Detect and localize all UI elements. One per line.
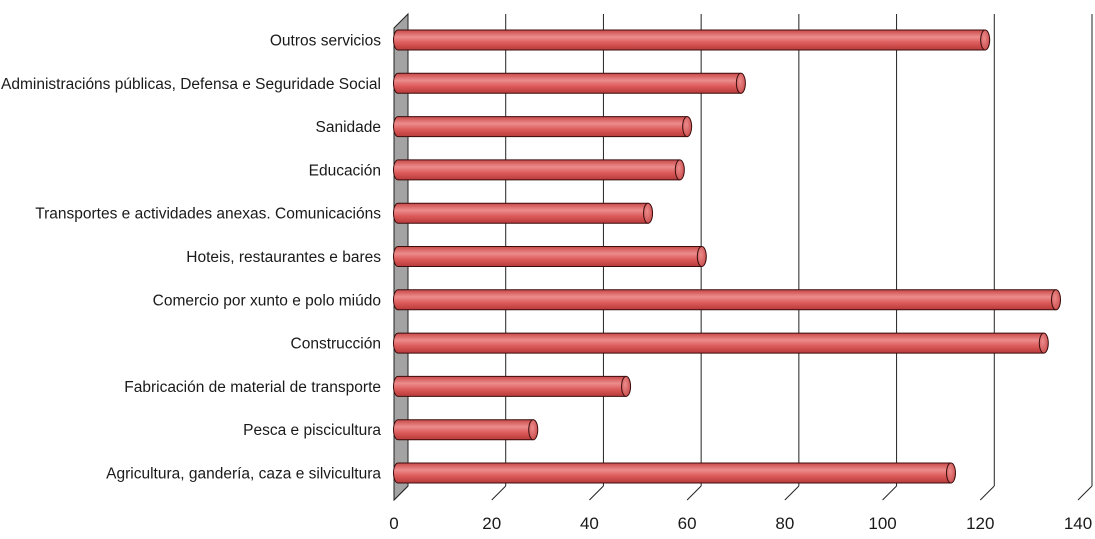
bar xyxy=(393,332,1049,354)
bar xyxy=(393,116,693,138)
category-label: Outros servicios xyxy=(270,33,381,50)
floor-tick xyxy=(491,485,507,501)
category-label: Sanidade xyxy=(315,119,381,136)
floor-tick xyxy=(979,485,995,501)
x-tick-label: 40 xyxy=(580,514,599,533)
x-tick-label: 120 xyxy=(966,514,994,533)
floor-tick xyxy=(686,485,702,501)
x-tick-label: 0 xyxy=(389,514,398,533)
floor-tick xyxy=(784,485,800,501)
category-label: Administracións públicas, Defensa e Segu… xyxy=(1,76,381,93)
category-labels: Outros servicios Administracións públicas… xyxy=(1,33,381,483)
bars xyxy=(393,29,1062,484)
category-label: Comercio por xunto e polo miúdo xyxy=(153,292,381,309)
x-tick-label: 20 xyxy=(482,514,501,533)
bar xyxy=(393,419,539,441)
bar xyxy=(393,462,956,484)
bar xyxy=(393,375,632,397)
x-tick-labels: 0 20 40 60 80 100 120 140 xyxy=(389,514,1092,533)
x-tick-label: 140 xyxy=(1064,514,1092,533)
category-label: Construcción xyxy=(291,336,381,353)
bar xyxy=(393,159,685,181)
floor-tick xyxy=(1077,485,1093,501)
bar xyxy=(393,202,654,224)
x-tick-label: 80 xyxy=(775,514,794,533)
category-label: Pesca e piscicultura xyxy=(243,422,381,439)
bar xyxy=(393,246,707,267)
bar xyxy=(393,72,746,94)
x-tick-label: 100 xyxy=(868,514,896,533)
category-label: Transportes e actividades anexas. Comuni… xyxy=(35,206,381,223)
category-label: Educación xyxy=(309,162,381,179)
category-label: Agricultura, gandería, caza e silvicultu… xyxy=(106,466,381,483)
floor-tick xyxy=(882,485,897,501)
floor-tick xyxy=(589,485,604,501)
category-label: Fabricación de material de transporte xyxy=(124,379,381,396)
bar xyxy=(393,29,991,51)
bar xyxy=(393,289,1062,311)
category-label: Hoteis, restaurantes e bares xyxy=(186,249,381,266)
x-tick-label: 60 xyxy=(678,514,697,533)
